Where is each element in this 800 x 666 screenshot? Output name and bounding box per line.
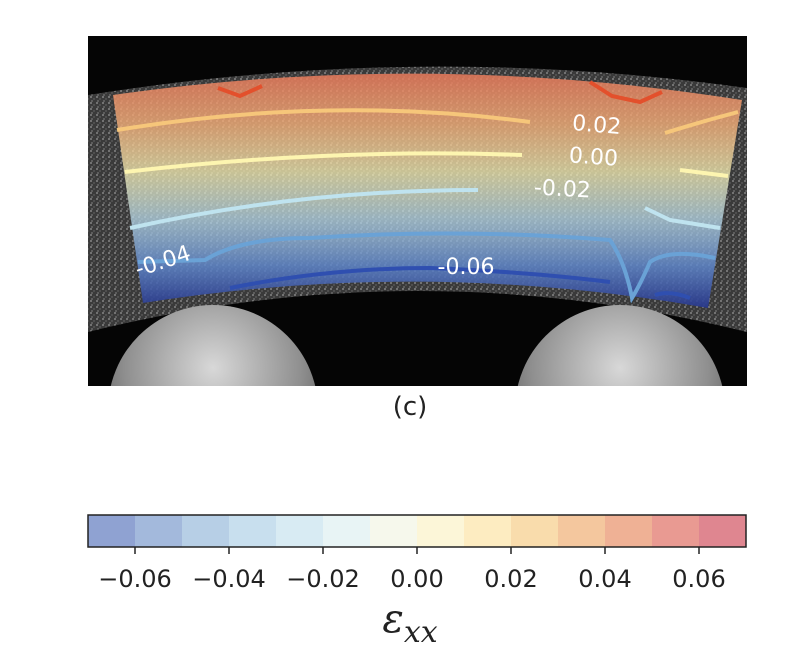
contour-label-m0.06: -0.06 (438, 255, 495, 280)
colorbar-band (605, 515, 653, 547)
contour-line-m0.04 (137, 231, 716, 304)
colorbar-bands (88, 515, 747, 547)
colorbar-band (229, 515, 277, 547)
colorbar-tick-label: −0.02 (286, 565, 360, 593)
contour-label-m0.02: -0.02 (533, 176, 591, 204)
colorbar-tick-label: 0.06 (672, 565, 725, 593)
colorbar: −0.06 −0.04 −0.02 0.00 0.02 0.04 0.06 (87, 514, 747, 593)
colorbar-ticks: −0.06 −0.04 −0.02 0.00 0.02 0.04 0.06 (98, 547, 726, 593)
colorbar-band (182, 515, 230, 547)
colorbar-tick-label: 0.02 (484, 565, 537, 593)
colorbar-band (699, 515, 747, 547)
panel-label: (c) (392, 392, 428, 422)
contour-line-0.00 (124, 151, 729, 178)
right-support-roller (517, 305, 723, 386)
contour-label-0.00: 0.00 (568, 143, 619, 171)
contour-line-m0.02 (129, 188, 721, 230)
colorbar-band (652, 515, 700, 547)
colorbar-symbol-subscript: xx (403, 615, 438, 650)
colorbar-band (558, 515, 606, 547)
colorbar-band (88, 515, 136, 547)
colorbar-band (417, 515, 465, 547)
colorbar-tick-label: 0.00 (390, 565, 443, 593)
left-support-roller (110, 305, 316, 386)
contour-label-0.02: 0.02 (571, 111, 622, 140)
colorbar-band (323, 515, 371, 547)
colorbar-band (370, 515, 418, 547)
contour-line-m0.06 (229, 265, 691, 300)
colorbar-tick-label: −0.06 (98, 565, 172, 593)
colorbar-symbol: εxx (360, 596, 460, 650)
colorbar-tick-label: −0.04 (192, 565, 266, 593)
colorbar-band (135, 515, 183, 547)
colorbar-band (276, 515, 324, 547)
colorbar-band (464, 515, 512, 547)
contour-line-0.02 (116, 108, 739, 135)
colorbar-band (511, 515, 559, 547)
contour-line-top (217, 80, 663, 105)
colorbar-tick-label: 0.04 (578, 565, 631, 593)
colorbar-symbol-main: ε (382, 596, 404, 642)
dic-image: 0.02 0.00 -0.02 -0.04 -0.06 (88, 36, 747, 386)
